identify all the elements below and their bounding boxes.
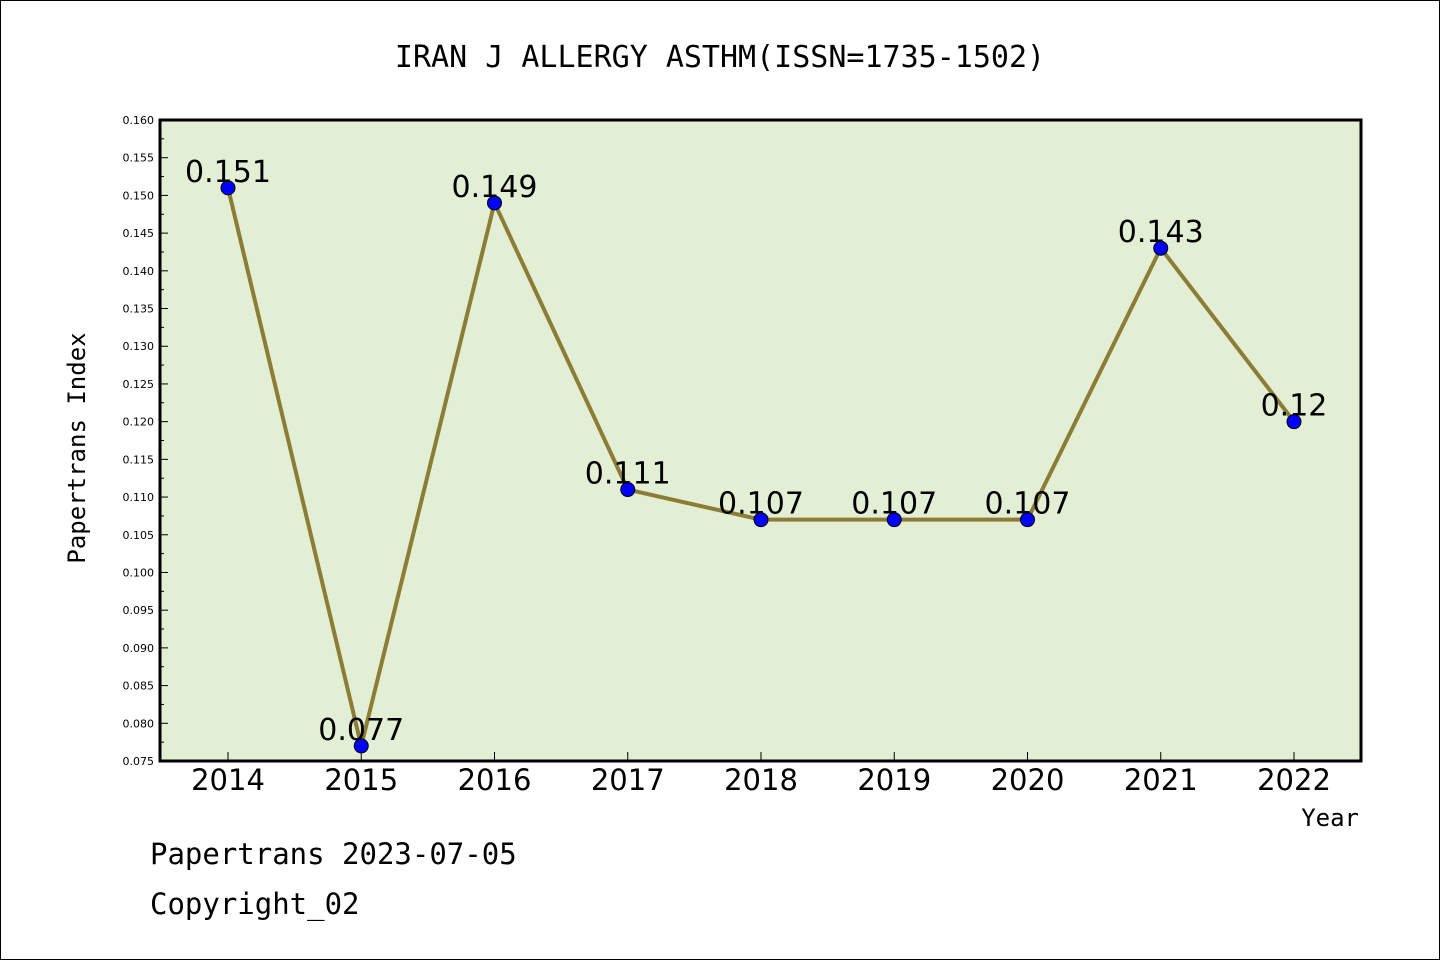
data-point-marker (1020, 512, 1035, 528)
y-tick-label: 0.155 (123, 152, 155, 165)
data-label: 0.12 (1261, 389, 1328, 424)
data-label: 0.107 (985, 487, 1071, 522)
data-label: 0.107 (851, 487, 937, 522)
footer-date: Papertrans 2023-07-05 (150, 837, 517, 871)
data-point-marker (620, 482, 636, 498)
y-tick-label: 0.095 (123, 604, 155, 617)
data-label: 0.107 (718, 487, 804, 522)
data-label: 0.143 (1118, 215, 1204, 250)
y-tick-label: 0.150 (123, 189, 155, 202)
x-tick-label: 2017 (591, 763, 665, 797)
data-point-marker (1286, 414, 1302, 430)
y-tick-label: 0.075 (123, 755, 155, 768)
data-point-marker (353, 738, 369, 754)
data-label: 0.151 (185, 155, 271, 190)
x-tick-label: 2016 (458, 763, 532, 797)
x-tick-label: 2019 (857, 763, 931, 797)
y-tick-label: 0.145 (123, 227, 155, 240)
footer-copyright: Copyright_02 (150, 887, 360, 922)
y-tick-label: 0.120 (123, 416, 155, 429)
y-tick-label: 0.105 (123, 529, 155, 542)
y-tick-label: 0.125 (123, 378, 155, 391)
data-point-marker (886, 512, 902, 528)
y-tick-label: 0.130 (123, 340, 155, 353)
x-axis-label: Year (1301, 804, 1359, 832)
y-tick-label: 0.090 (123, 642, 155, 655)
series: 0.151 0.077 0.149 0.111 0.107 0.107 0.107 0.143… (185, 155, 1328, 754)
x-axis: 2014 2015 2016 2017 2018 2019 2020 2021 2022 (191, 752, 1331, 797)
data-label: 0.111 (585, 457, 671, 492)
y-tick-label: 0.160 (123, 114, 155, 127)
chart-title: IRAN J ALLERGY ASTHM(ISSN=1735-1502) (395, 40, 1045, 75)
data-point-marker (220, 180, 236, 196)
data-label: 0.149 (452, 170, 538, 205)
data-point-marker (487, 195, 502, 211)
data-label: 0.077 (318, 713, 404, 748)
x-tick-label: 2018 (724, 763, 798, 797)
y-tick-label: 0.115 (123, 453, 155, 466)
y-tick-label: 0.110 (123, 491, 155, 504)
x-tick-label: 2014 (191, 763, 265, 797)
y-tick-label: 0.100 (123, 566, 155, 579)
y-axis: 0.075 0.080 0.085 0.090 0.095 0.100 0.105 0.110… (123, 114, 168, 768)
x-tick-label: 2021 (1124, 763, 1198, 797)
y-tick-label: 0.135 (123, 303, 155, 316)
y-tick-label: 0.080 (123, 717, 155, 730)
x-tick-label: 2022 (1257, 763, 1331, 797)
y-tick-label: 0.140 (123, 265, 155, 278)
x-tick-label: 2020 (991, 763, 1065, 797)
data-point-marker (1153, 240, 1169, 256)
y-tick-label: 0.085 (123, 680, 155, 693)
x-tick-label: 2015 (324, 763, 398, 797)
plot-area (158, 118, 1363, 763)
y-axis-label: Papertrans Index (63, 332, 91, 563)
data-point-marker (753, 512, 769, 528)
